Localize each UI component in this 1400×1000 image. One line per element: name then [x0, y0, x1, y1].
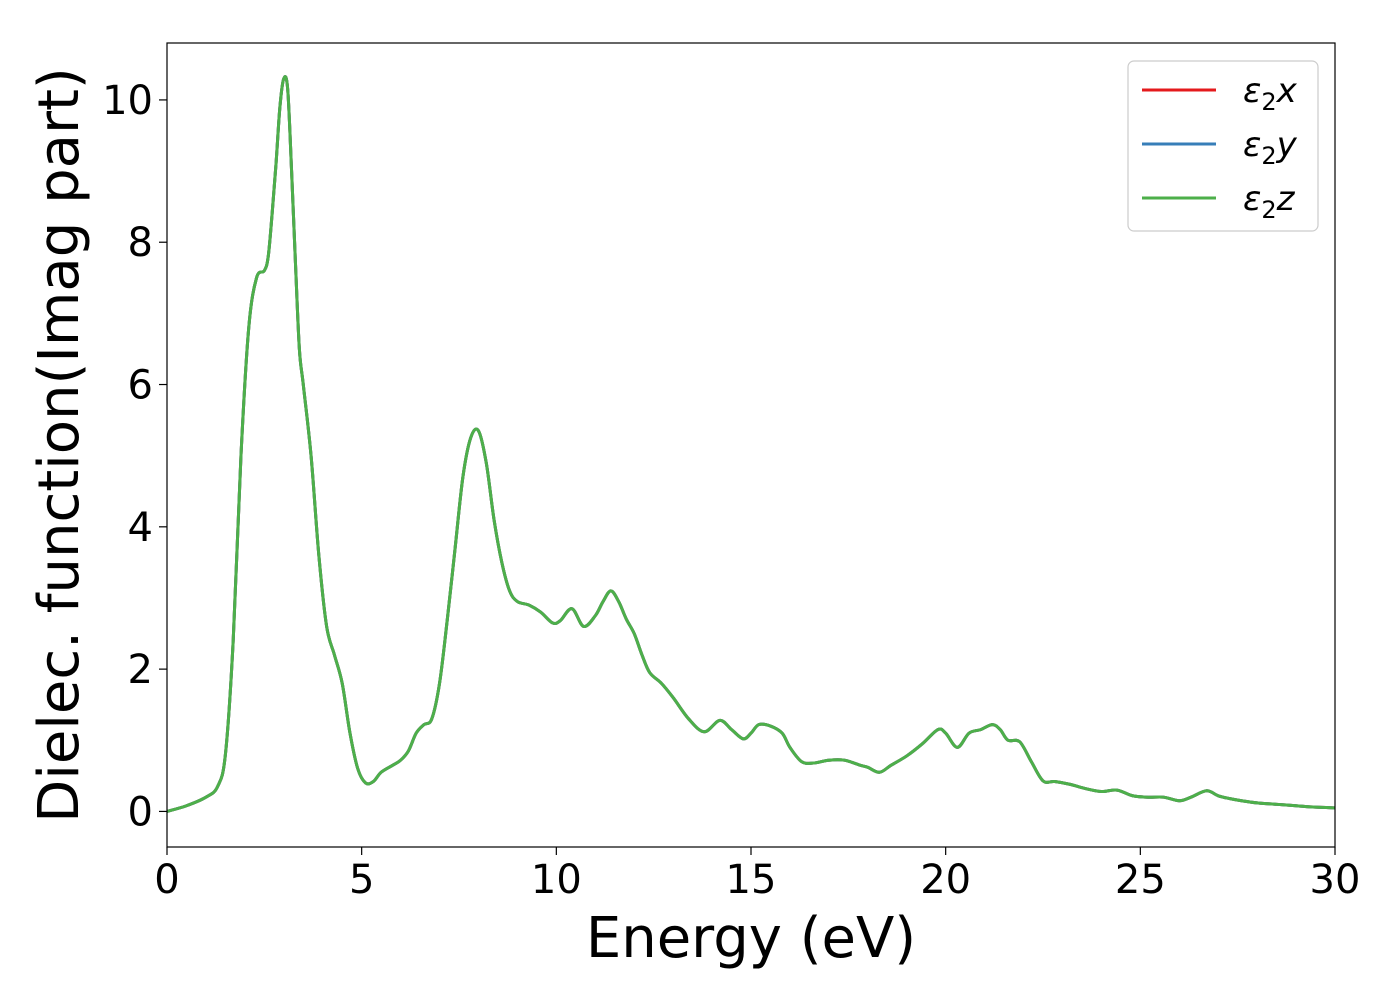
- legend-label-y: ε2y: [1243, 125, 1298, 170]
- y-tick-label: 10: [102, 78, 153, 124]
- y-tick-label: 8: [128, 220, 153, 266]
- x-axis-title: Energy (eV): [586, 906, 916, 971]
- y-axis-title: Dielec. function(Imag part): [27, 67, 92, 823]
- legend: ε2x ε2y ε2z: [1127, 60, 1319, 232]
- series-layer: [166, 75, 1336, 813]
- x-tick-label: 30: [1310, 857, 1361, 903]
- x-tick-label: 10: [531, 857, 582, 903]
- legend-box: [1127, 60, 1319, 232]
- y-axis: 0 2 4 6 8 10: [102, 78, 167, 835]
- y-tick-label: 2: [128, 647, 153, 693]
- legend-label-x: ε2x: [1243, 71, 1298, 116]
- x-tick-label: 15: [726, 857, 777, 903]
- x-axis: 0 5 10 15 20 25 30: [154, 847, 1360, 903]
- y-tick-label: 0: [128, 789, 153, 835]
- x-tick-label: 20: [920, 857, 971, 903]
- y-tick-label: 4: [128, 505, 153, 551]
- legend-label-z: ε2z: [1243, 179, 1296, 224]
- y-tick-label: 6: [128, 363, 153, 409]
- x-tick-label: 25: [1115, 857, 1166, 903]
- series-line-z: [166, 75, 1336, 813]
- x-tick-label: 5: [349, 857, 374, 903]
- x-tick-label: 0: [154, 857, 179, 903]
